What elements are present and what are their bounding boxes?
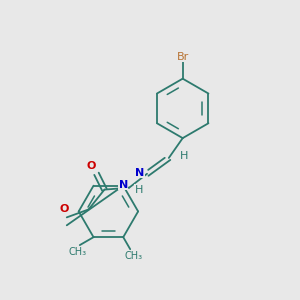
Text: O: O <box>59 204 68 214</box>
Text: CH₃: CH₃ <box>69 247 87 257</box>
Text: O: O <box>87 161 96 171</box>
Text: Br: Br <box>177 52 189 62</box>
Text: H: H <box>135 184 143 195</box>
Text: N: N <box>118 180 128 190</box>
Text: CH₃: CH₃ <box>124 251 142 261</box>
Text: N: N <box>136 168 145 178</box>
Text: H: H <box>179 151 188 161</box>
